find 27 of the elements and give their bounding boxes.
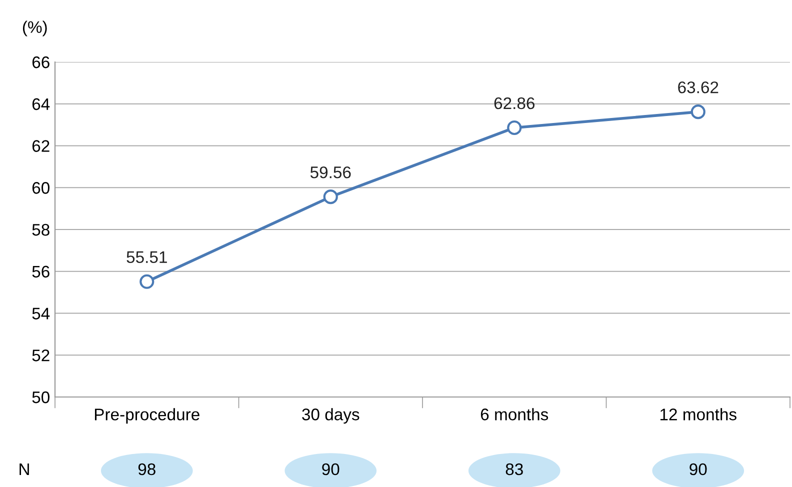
data-label: 62.86 xyxy=(494,97,534,110)
text: 98 xyxy=(138,463,156,476)
text: N xyxy=(20,464,29,476)
y-tick-label: 54 xyxy=(32,308,50,320)
point xyxy=(690,104,706,120)
y-axis-title: (%) xyxy=(22,20,47,36)
y-tick-label: 64 xyxy=(32,98,50,110)
y-tick-label: 66 xyxy=(32,56,50,68)
x-tick-label: 30 days xyxy=(302,408,360,424)
text: 90 xyxy=(322,463,340,476)
y-tick-label: 60 xyxy=(32,182,50,194)
point xyxy=(140,274,154,289)
y-tick-label: 50 xyxy=(32,391,50,404)
text: 90 xyxy=(690,463,707,476)
text: 83 xyxy=(506,463,523,476)
y-tick-label: 52 xyxy=(32,350,50,362)
y-tick-label: 56 xyxy=(32,266,50,278)
point xyxy=(507,120,522,136)
point xyxy=(323,190,338,204)
data-label: 59.56 xyxy=(310,166,351,178)
x-tick-label: 6 months xyxy=(480,408,548,420)
x-tick-label: Pre-procedure xyxy=(94,408,200,424)
y-tick-label: 58 xyxy=(32,224,50,236)
y-tick-label: 62 xyxy=(32,140,50,152)
data-label: 63.62 xyxy=(678,81,718,94)
data-label: 55.51 xyxy=(126,251,167,264)
x-tick-label: 12 months xyxy=(660,408,736,420)
